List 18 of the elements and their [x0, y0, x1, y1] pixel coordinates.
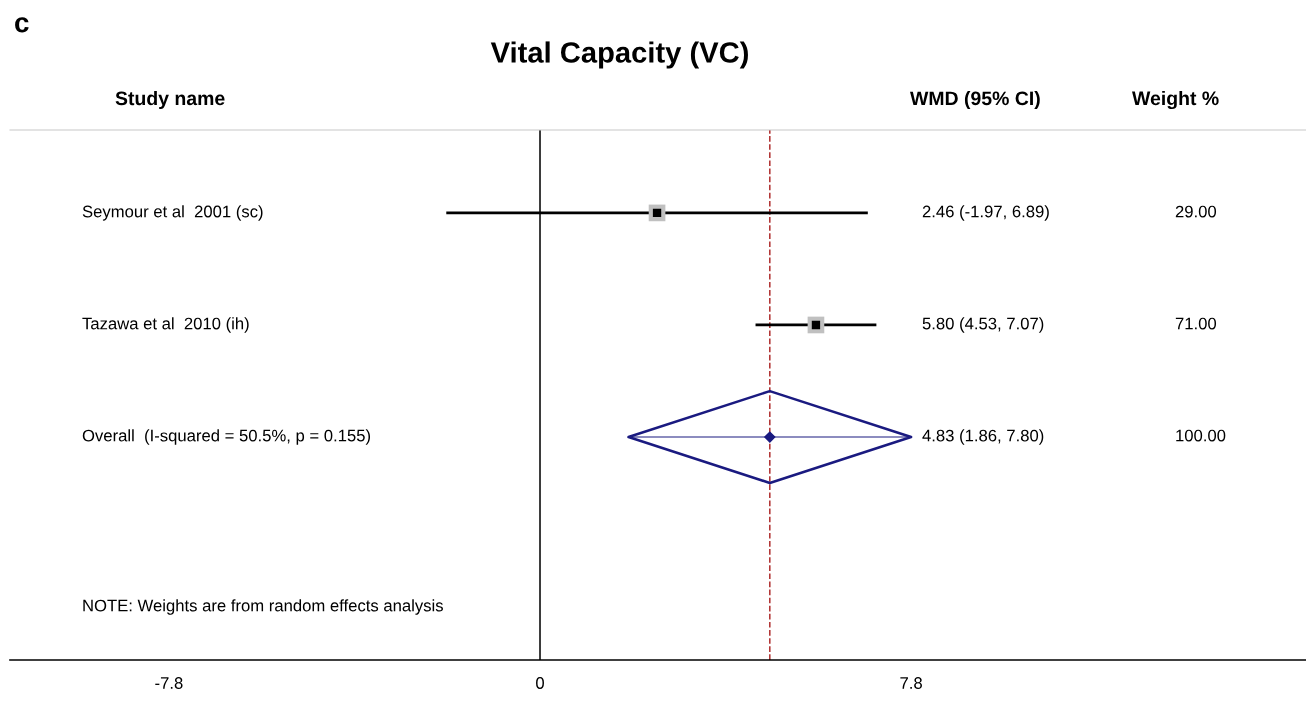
y-tick-label: Overall (I-squared = 50.5%, p = 0.155): [82, 429, 371, 445]
y-tick-label: Tazawa et al 2010 (ih): [82, 317, 249, 333]
annotation: 71.00: [1175, 317, 1217, 330]
text: 4.83 (1.86, 7.80): [922, 429, 1044, 445]
x-tick-label: 7.8: [900, 677, 922, 689]
text: 2.46 (-1.97, 6.89): [922, 205, 1049, 221]
text: WMD (95% CI): [910, 90, 1040, 110]
text: Weight %: [1132, 90, 1219, 110]
annotation: 29.00: [1175, 205, 1217, 218]
x-tick-label: 0: [536, 677, 544, 689]
text: Study name: [115, 90, 225, 110]
text: c: [15, 17, 29, 33]
text: NOTE: Weights are from random effects analysis: [83, 599, 443, 615]
y-tick-label: Seymour et al 2001 (sc): [82, 205, 263, 221]
x-tick-label: -7.8: [155, 677, 183, 689]
text: 5.80 (4.53, 7.07): [922, 317, 1044, 333]
chart-title: Vital Capacity (VC): [490, 41, 748, 69]
annotation: 100.00: [1176, 429, 1226, 442]
